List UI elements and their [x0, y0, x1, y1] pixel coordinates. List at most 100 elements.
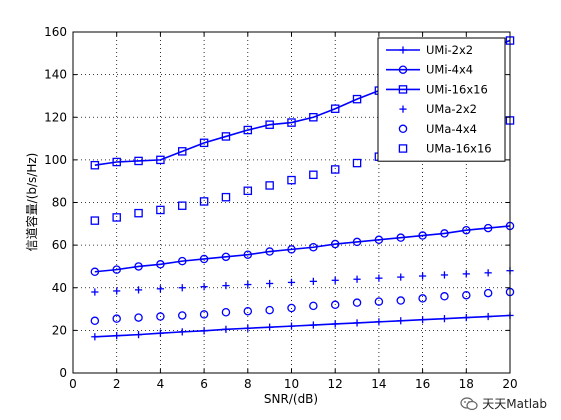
- data-point: [90, 160, 100, 170]
- data-point: [352, 94, 362, 104]
- data-point: [112, 157, 121, 167]
- data-point: [221, 192, 231, 202]
- data-point: [156, 329, 164, 337]
- data-point: [199, 254, 209, 264]
- data-point: [90, 316, 100, 326]
- data-point: [419, 316, 427, 324]
- data-point: [309, 301, 318, 311]
- data-point: [330, 300, 340, 310]
- legend: UMi-2x2 UMi-4x4 UMi-16x16 UMa-2x2 UMa-4x4 UMa…: [377, 37, 506, 162]
- data-point: [484, 312, 492, 321]
- x-tick-label: 18: [459, 377, 474, 391]
- data-point: [287, 322, 296, 330]
- data-point: [331, 320, 339, 328]
- data-point: [287, 278, 296, 287]
- y-tick-label: 0: [59, 366, 67, 380]
- data-point: [134, 208, 143, 218]
- data-point: [287, 118, 296, 127]
- y-tick-label: 20: [52, 323, 67, 337]
- data-point: [419, 272, 427, 280]
- x-tick-label: 0: [69, 377, 77, 391]
- data-point: [287, 303, 296, 313]
- data-point: [156, 155, 165, 165]
- data-point: [440, 229, 449, 238]
- data-point: [397, 317, 405, 325]
- data-point: [462, 225, 471, 235]
- data-point: [462, 270, 470, 278]
- data-point: [177, 201, 187, 210]
- series-line: [94, 314, 511, 338]
- data-point: [243, 186, 253, 196]
- x-tick-label: 8: [244, 377, 252, 391]
- legend-box: [377, 37, 506, 162]
- data-point: [265, 247, 274, 256]
- legend-entry: UMi-16x16: [386, 82, 488, 96]
- legend-marker: [398, 124, 408, 134]
- y-tick-label: 80: [52, 196, 67, 210]
- y-tick-label: 100: [44, 153, 67, 167]
- data-point: [397, 273, 405, 281]
- data-point: [462, 313, 470, 322]
- y-tick-label: 140: [44, 68, 67, 82]
- data-point: [90, 216, 100, 225]
- data-point: [156, 205, 165, 215]
- x-tick-label: 10: [284, 377, 299, 391]
- data-point: [330, 104, 340, 113]
- legend-entry: UMa-16x16: [398, 142, 492, 156]
- data-point: [91, 288, 99, 296]
- data-point: [221, 308, 231, 317]
- wechat-icon: [460, 396, 478, 411]
- legend-marker: [399, 46, 407, 54]
- data-point: [177, 256, 187, 266]
- data-point: [177, 147, 187, 156]
- data-point: [134, 313, 143, 322]
- y-tick-label: 120: [44, 110, 67, 124]
- data-point: [266, 279, 274, 288]
- watermark-text: 天天Matlab: [482, 397, 547, 411]
- data-point: [134, 286, 143, 294]
- data-point: [112, 265, 121, 274]
- data-point: [374, 297, 384, 306]
- data-point: [462, 290, 471, 300]
- data-point: [330, 165, 340, 174]
- data-point: [309, 277, 317, 285]
- legend-label: UMa-2x2: [426, 102, 477, 116]
- data-point: [396, 296, 405, 305]
- data-point: [440, 271, 449, 279]
- data-point: [199, 138, 209, 148]
- data-point: [134, 156, 143, 166]
- data-point: [309, 113, 318, 122]
- data-point: [287, 245, 296, 254]
- legend-marker: [399, 105, 407, 113]
- data-point: [199, 310, 209, 319]
- ticks: 0 2 4 6 8 10 12 14 16 18 20 0 20 40 60 80 100 120 140 160: [44, 25, 518, 391]
- data-point: [265, 305, 274, 315]
- data-point: [222, 282, 230, 290]
- legend-entry: UMi-2x2: [386, 43, 473, 57]
- legend-label: UMa-4x4: [426, 122, 477, 136]
- data-point: [243, 125, 253, 135]
- data-point: [375, 318, 383, 326]
- data-point: [352, 158, 362, 168]
- x-tick-label: 16: [415, 377, 430, 391]
- data-point: [221, 252, 231, 262]
- x-tick-label: 4: [157, 377, 165, 391]
- legend-label: UMi-2x2: [426, 43, 473, 57]
- data-point: [396, 233, 405, 242]
- watermark: 天天Matlab: [460, 395, 547, 412]
- data-point: [418, 231, 427, 240]
- data-point: [90, 267, 100, 277]
- data-point: [156, 260, 165, 269]
- data-point: [156, 285, 164, 293]
- legend-marker: [398, 144, 408, 153]
- y-tick-label: 160: [44, 25, 67, 39]
- data-point: [266, 323, 274, 331]
- legend-entry: UMa-2x2: [399, 102, 477, 116]
- x-tick-label: 20: [502, 377, 517, 391]
- legend-marker: [398, 65, 408, 74]
- data-point: [353, 275, 361, 283]
- data-point: [330, 239, 340, 249]
- data-point: [265, 181, 274, 190]
- legend-marker: [398, 85, 408, 94]
